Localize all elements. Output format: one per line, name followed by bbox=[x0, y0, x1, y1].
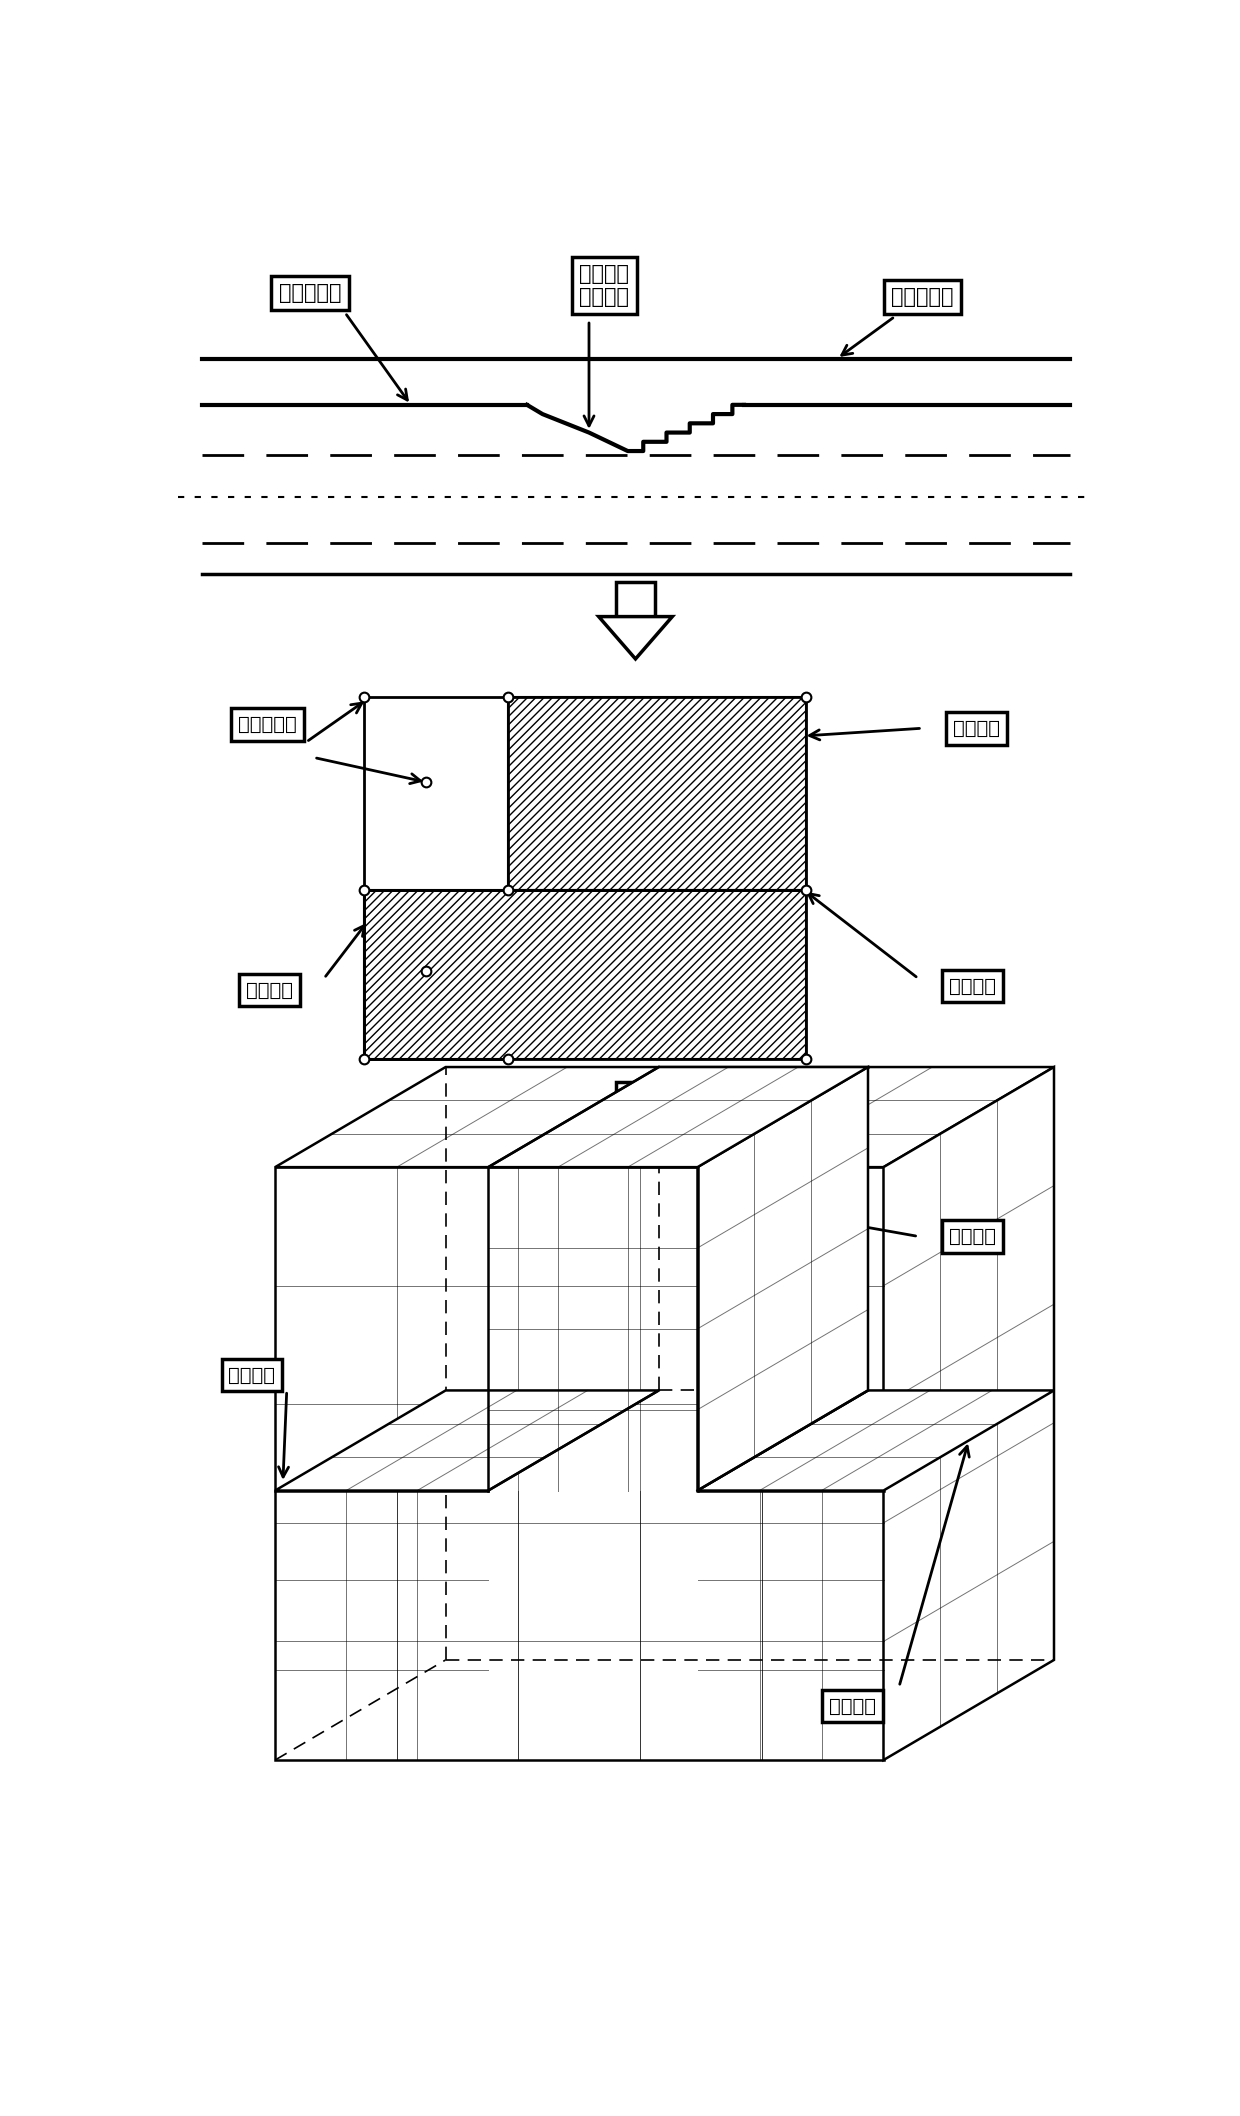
Bar bbox=[365, 891, 806, 1060]
Bar bbox=[616, 1083, 655, 1117]
Text: 高斯积分点: 高斯积分点 bbox=[238, 715, 296, 734]
Text: 基材区域: 基材区域 bbox=[247, 980, 293, 999]
Polygon shape bbox=[883, 1066, 1054, 1761]
Text: 缺陷区域: 缺陷区域 bbox=[954, 719, 999, 738]
Polygon shape bbox=[489, 1066, 868, 1168]
Text: 指套管外壁: 指套管外壁 bbox=[279, 284, 341, 303]
Polygon shape bbox=[599, 616, 672, 658]
Text: 基材区域: 基材区域 bbox=[228, 1365, 275, 1384]
Text: 缺陷区域: 缺陷区域 bbox=[949, 1227, 996, 1246]
Text: 缺陷边界: 缺陷边界 bbox=[949, 978, 996, 997]
Polygon shape bbox=[697, 1066, 868, 1490]
Polygon shape bbox=[275, 1066, 1054, 1168]
Bar bbox=[365, 891, 806, 1060]
Text: 指套管内壁: 指套管内壁 bbox=[892, 288, 954, 307]
Text: 指套管不
规则缺陷: 指套管不 规则缺陷 bbox=[579, 264, 630, 307]
Bar bbox=[507, 698, 806, 891]
Polygon shape bbox=[275, 1390, 658, 1490]
Bar bbox=[616, 582, 655, 616]
Text: 缺陷边界: 缺陷边界 bbox=[830, 1697, 875, 1716]
Polygon shape bbox=[275, 1168, 883, 1761]
Polygon shape bbox=[697, 1390, 1054, 1490]
Polygon shape bbox=[599, 1117, 672, 1160]
Bar bbox=[507, 698, 806, 891]
